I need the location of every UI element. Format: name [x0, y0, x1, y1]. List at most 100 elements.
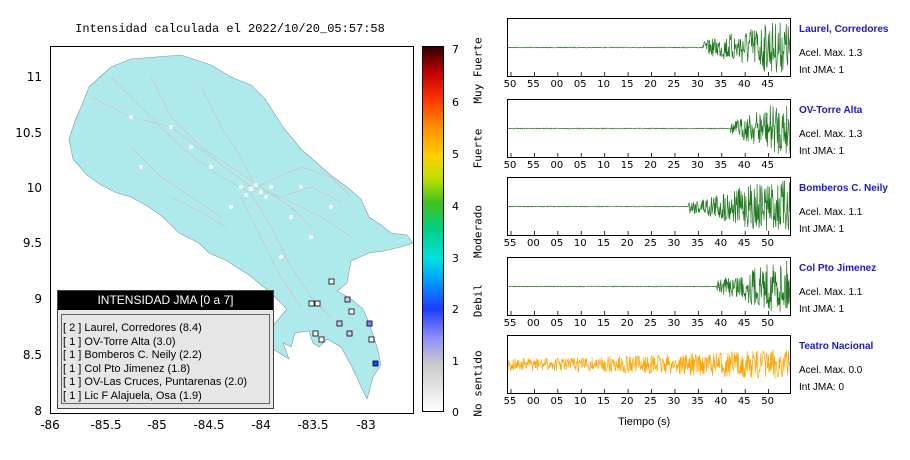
station-name[interactable]: Bomberos C. Neily [799, 183, 888, 194]
trace-tick-label: 35 [713, 79, 729, 90]
trace-tick-label: 15 [596, 396, 612, 407]
trace-tick-label: 50 [760, 318, 776, 329]
map-title: Intensidad calculada el 2022/10/20_05:57… [40, 22, 420, 36]
trace-tick-label: 45 [760, 79, 776, 90]
trace-tick-label: 45 [736, 238, 752, 249]
station-accel: Acel. Max. 1.3 [799, 129, 862, 140]
map-x-tick: -85.5 [86, 418, 126, 432]
map-x-tick: -86 [30, 418, 70, 432]
waveform-line [508, 261, 790, 312]
trace-tick-label: 05 [549, 396, 565, 407]
x-axis-title: Tiempo (s) [618, 416, 670, 428]
map-y-tick: 10.5 [10, 126, 42, 140]
trace-tick-label: 00 [549, 160, 565, 171]
trace-panel[interactable] [507, 177, 791, 236]
station-name[interactable]: Col Pto Jimenez [799, 263, 876, 274]
scale-num-2: 2 [452, 303, 459, 316]
legend-item[interactable]: [ 1 ] OV-Torre Alta (3.0) [58, 336, 273, 350]
trace-tick-label: 00 [525, 238, 541, 249]
legend-item[interactable]: [ 1 ] Lic F Alajuela, Osa (1.9) [58, 390, 273, 404]
trace-tick-label: 35 [689, 318, 705, 329]
trace-tick-label: 40 [736, 79, 752, 90]
trace-tick-label: 10 [596, 160, 612, 171]
scale-word-no-sentido: No sentido [472, 349, 485, 419]
intensity-legend: INTENSIDAD JMA [0 a 7] [ 2 ] Laurel, Cor… [57, 290, 274, 409]
trace-panel[interactable] [507, 335, 791, 394]
waveform-svg [508, 336, 790, 393]
legend-item[interactable]: [ 2 ] Laurel, Corredores (8.4) [58, 322, 273, 336]
trace-tick-label: 55 [525, 79, 541, 90]
legend-title: INTENSIDAD JMA [0 a 7] [58, 291, 273, 310]
trace-tick-label: 00 [525, 396, 541, 407]
legend-item[interactable]: [ 1 ] OV-Las Cruces, Puntarenas (2.0) [58, 376, 273, 390]
station-accel: Acel. Max. 1.1 [799, 287, 862, 298]
station-intensity: Int JMA: 1 [799, 304, 844, 315]
scale-word-debil: Debil [472, 271, 485, 331]
legend-list: [ 2 ] Laurel, Corredores (8.4) [ 1 ] OV-… [58, 322, 273, 403]
waveform-line [508, 105, 790, 154]
trace-tick-label: 30 [666, 318, 682, 329]
waveform-svg [508, 178, 790, 235]
trace-tick-label: 10 [572, 396, 588, 407]
trace-tick-label: 35 [689, 238, 705, 249]
map-x-tick: -84 [241, 418, 281, 432]
trace-tick-label: 25 [666, 160, 682, 171]
scale-num-4: 4 [452, 200, 459, 213]
trace-panel[interactable] [507, 257, 791, 316]
trace-tick-label: 35 [689, 396, 705, 407]
trace-tick-label: 30 [666, 238, 682, 249]
trace-tick-label: 25 [643, 318, 659, 329]
trace-tick-label: 40 [736, 160, 752, 171]
trace-panel[interactable] [507, 99, 791, 158]
scale-num-3: 3 [452, 252, 459, 265]
trace-tick-label: 50 [760, 396, 776, 407]
waveform-line [508, 23, 790, 73]
trace-tick-label: 15 [619, 160, 635, 171]
trace-tick-label: 10 [596, 79, 612, 90]
trace-tick-label: 10 [572, 318, 588, 329]
waveform-svg [508, 100, 790, 157]
trace-tick-label: 55 [502, 396, 518, 407]
trace-tick-label: 45 [736, 396, 752, 407]
station-accel: Acel. Max. 1.1 [799, 207, 862, 218]
station-name[interactable]: Teatro Nacional [799, 341, 873, 352]
trace-panel[interactable] [507, 18, 791, 77]
trace-tick-label: 30 [689, 160, 705, 171]
trace-tick-label: 05 [572, 79, 588, 90]
trace-tick-label: 25 [666, 79, 682, 90]
scale-num-1: 1 [452, 355, 459, 368]
trace-tick-label: 50 [502, 160, 518, 171]
scale-word-moderado: Moderado [472, 202, 485, 262]
station-name[interactable]: OV-Torre Alta [799, 105, 862, 116]
trace-tick-label: 55 [502, 318, 518, 329]
trace-tick-label: 40 [713, 238, 729, 249]
trace-tick-label: 15 [596, 238, 612, 249]
trace-tick-label: 55 [502, 238, 518, 249]
scale-num-0: 0 [452, 406, 459, 419]
trace-tick-label: 30 [689, 79, 705, 90]
trace-tick-label: 20 [619, 318, 635, 329]
legend-item[interactable]: [ 1 ] Bomberos C. Neily (2.2) [58, 349, 273, 363]
intensity-color-scale [422, 46, 444, 412]
map-y-tick: 9.5 [10, 236, 42, 250]
trace-tick-label: 15 [619, 79, 635, 90]
map-x-tick: -85 [137, 418, 177, 432]
station-name[interactable]: Laurel, Corredores [799, 24, 888, 35]
trace-tick-label: 40 [713, 396, 729, 407]
map-y-tick: 11 [10, 70, 42, 84]
waveform-svg [508, 258, 790, 315]
station-intensity: Int JMA: 0 [799, 382, 844, 393]
trace-tick-label: 50 [760, 238, 776, 249]
map-y-tick: 8.5 [10, 348, 42, 362]
trace-tick-label: 45 [736, 318, 752, 329]
trace-tick-label: 20 [643, 160, 659, 171]
trace-tick-label: 55 [525, 160, 541, 171]
map-y-tick: 10 [10, 181, 42, 195]
map-x-tick: -83.5 [293, 418, 333, 432]
trace-tick-label: 25 [643, 396, 659, 407]
trace-tick-label: 00 [549, 79, 565, 90]
trace-tick-label: 50 [502, 79, 518, 90]
map-x-tick: -84.5 [189, 418, 229, 432]
legend-item[interactable]: [ 1 ] Col Pto Jimenez (1.8) [58, 363, 273, 377]
scale-num-5: 5 [452, 148, 459, 161]
